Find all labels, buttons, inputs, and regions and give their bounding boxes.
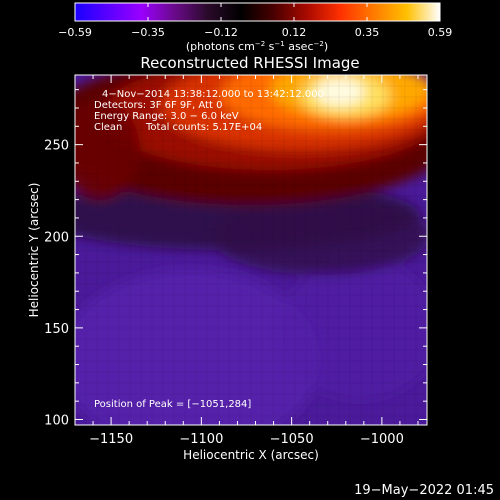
annotation-block: 4−Nov−2014 13:38:12.000 to 13:42:12.000 … (94, 89, 324, 410)
colorbar-strip (74, 2, 441, 22)
peak-position-text: Position of Peak = [−1051,284] (94, 399, 251, 410)
y-tick-label: 150 (44, 322, 69, 337)
y-axis-ticks: 100 150 200 250 (44, 89, 427, 429)
x-axis-ticks: −1150 −1100 −1050 −1000 (89, 75, 419, 447)
energy-range-text: Energy Range: 3.0 − 6.0 keV (94, 111, 239, 122)
total-counts-text: Total counts: 5.17E+04 (145, 122, 262, 133)
chart-title: Reconstructed RHESSI Image (140, 54, 359, 72)
time-range-text: 4−Nov−2014 13:38:12.000 to 13:42:12.000 (102, 89, 324, 100)
render-timestamp: 19−May−2022 01:45 (354, 483, 494, 498)
y-tick-label: 100 (44, 414, 69, 429)
x-tick-label: −1000 (360, 432, 404, 447)
y-tick-label: 200 (44, 230, 69, 245)
plot-axes: −1150 −1100 −1050 −1000 100 150 200 250 Helioc… (27, 74, 428, 462)
detectors-text: Detectors: 3F 6F 9F, Att 0 (94, 100, 222, 111)
x-tick-label: −1150 (89, 432, 133, 447)
x-tick-label: −1100 (179, 432, 223, 447)
y-tick-label: 250 (44, 139, 69, 154)
colorbar-tick-label: 0.35 (355, 26, 380, 39)
colorbar: −0.59 −0.35 −0.12 0.12 0.35 0.59 (photons cm−… (58, 2, 452, 53)
colorbar-tick-label: 0.59 (428, 26, 453, 39)
colorbar-tick-label: 0.12 (282, 26, 307, 39)
heatmap-image (75, 75, 427, 425)
y-axis-label: Heliocentric Y (arcsec) (27, 183, 41, 318)
colorbar-tick-label: −0.59 (58, 26, 92, 39)
clean-label: Clean (94, 122, 122, 133)
colorbar-unit-label: (photons cm−2 s−1 asec−2) (186, 40, 328, 53)
colorbar-tick-label: −0.35 (131, 26, 165, 39)
colorbar-ticks: −0.59 −0.35 −0.12 0.12 0.35 0.59 (58, 3, 452, 39)
colorbar-tick-label: −0.12 (204, 26, 238, 39)
x-tick-label: −1050 (270, 432, 314, 447)
x-axis-label: Heliocentric X (arcsec) (183, 448, 319, 462)
